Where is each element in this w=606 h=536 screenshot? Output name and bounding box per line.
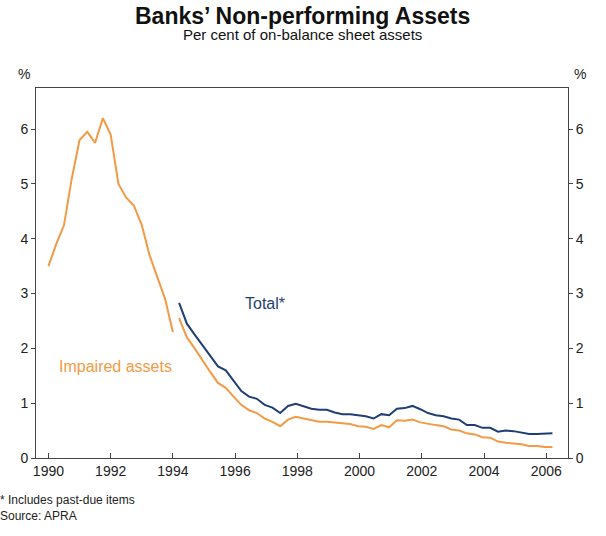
svg-text:1: 1 [20,395,28,411]
svg-text:1: 1 [576,395,584,411]
svg-text:1990: 1990 [33,463,64,479]
svg-text:2: 2 [576,340,584,356]
svg-text:3: 3 [576,285,584,301]
svg-text:3: 3 [20,285,28,301]
svg-text:1998: 1998 [282,463,313,479]
svg-text:Total*: Total* [245,295,285,312]
svg-text:%: % [574,66,586,82]
svg-text:2004: 2004 [468,463,499,479]
svg-text:%: % [18,66,30,82]
svg-text:0: 0 [576,450,584,466]
svg-text:5: 5 [20,176,28,192]
svg-text:4: 4 [20,231,28,247]
svg-text:6: 6 [20,121,28,137]
svg-text:1996: 1996 [220,463,251,479]
svg-text:Per cent of on-balance sheet a: Per cent of on-balance sheet assets [183,26,422,43]
svg-text:1994: 1994 [157,463,188,479]
svg-text:Impaired assets: Impaired assets [59,358,172,375]
svg-text:4: 4 [576,231,584,247]
svg-text:6: 6 [576,121,584,137]
svg-text:2000: 2000 [344,463,375,479]
svg-text:0: 0 [20,450,28,466]
svg-text:* Includes past-due itemsSourc: * Includes past-due itemsSource: APRA [0,493,135,523]
svg-text:Banks’ Non-performing Assets: Banks’ Non-performing Assets [135,3,470,29]
svg-text:1992: 1992 [95,463,126,479]
svg-text:2: 2 [20,340,28,356]
svg-text:5: 5 [576,176,584,192]
svg-text:2002: 2002 [406,463,437,479]
svg-text:2006: 2006 [531,463,562,479]
